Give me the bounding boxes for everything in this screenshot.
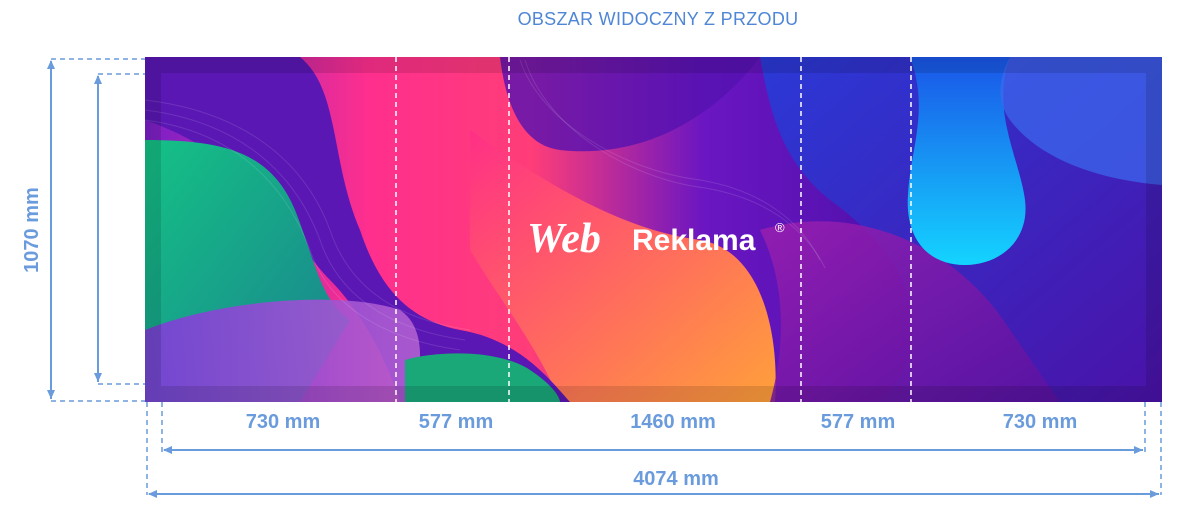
banner-graphic: [145, 57, 1162, 402]
total-width-label: 4074 mm: [633, 468, 719, 490]
segment-label-1: 730 mm: [246, 411, 321, 433]
height-dimension: 1070 mm: [21, 58, 145, 402]
front-visible-area-title: OBSZAR WIDOCZNY Z PRZODU: [518, 9, 799, 29]
segment-label-3: 1460 mm: [630, 411, 716, 433]
segment-label-4: 577 mm: [821, 411, 896, 433]
height-label: 1070 mm: [21, 187, 43, 273]
width-extension-lines: [146, 402, 1162, 495]
segment-label-5: 730 mm: [1003, 411, 1078, 433]
segment-label-2: 577 mm: [419, 411, 494, 433]
logo-web-text: Web: [527, 216, 601, 262]
section-dividers: [395, 57, 912, 402]
web-reklama-logo: Web Reklama ®: [527, 216, 785, 262]
logo-reklama-text: Reklama: [632, 224, 756, 257]
logo-registered-mark: ®: [775, 220, 785, 235]
